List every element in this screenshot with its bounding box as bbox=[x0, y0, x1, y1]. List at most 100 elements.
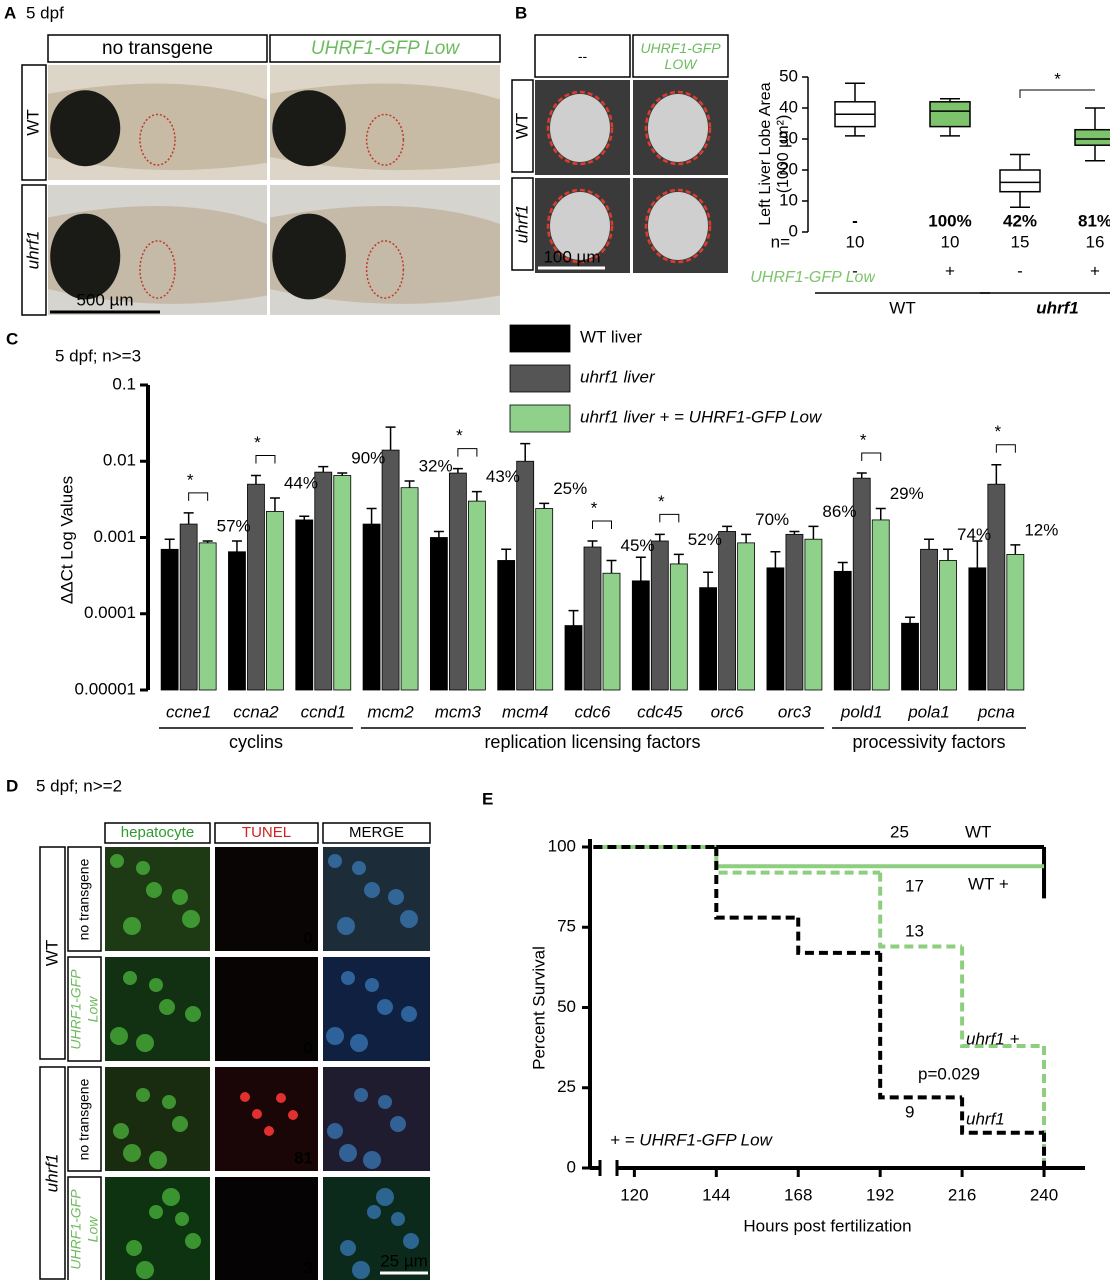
percent-label: 44% bbox=[284, 473, 318, 492]
row-header-box bbox=[67, 1176, 102, 1280]
tunel-count: 0 bbox=[304, 1038, 313, 1057]
label-box: UHRF1-GFP Low bbox=[68, 969, 100, 1049]
significance-bracket bbox=[861, 452, 882, 462]
percent-label: 100% bbox=[928, 211, 971, 230]
bar bbox=[968, 567, 987, 691]
cell bbox=[113, 1123, 129, 1139]
survival-step bbox=[714, 847, 1045, 869]
label-box: cyclins bbox=[229, 732, 283, 752]
cell bbox=[123, 1144, 141, 1162]
x-tick-label: mcm2 bbox=[367, 702, 414, 721]
column-header: -- bbox=[577, 47, 588, 64]
significance-star: * bbox=[1054, 69, 1061, 88]
group-header-box bbox=[39, 846, 66, 1060]
column-header-box bbox=[322, 822, 431, 844]
cell bbox=[363, 1151, 381, 1169]
column-header: MERGE bbox=[348, 824, 404, 842]
cell bbox=[185, 1233, 201, 1249]
n-value: 10 bbox=[941, 232, 960, 251]
bar bbox=[160, 548, 179, 691]
y-tick-label: 30 bbox=[779, 128, 798, 147]
error-bar bbox=[231, 540, 242, 552]
scale-bar-label: 100 µm bbox=[543, 247, 600, 266]
cell bbox=[378, 1095, 392, 1109]
cell bbox=[126, 1240, 142, 1256]
group-header-box bbox=[39, 1066, 66, 1280]
cell bbox=[136, 1088, 150, 1102]
liver-outline bbox=[644, 90, 712, 166]
n-label: n= bbox=[771, 232, 790, 251]
label-box: processivity factors bbox=[853, 732, 1006, 752]
cell bbox=[182, 910, 200, 928]
error-bar bbox=[433, 530, 444, 538]
n-value: 10 bbox=[846, 232, 865, 251]
significance-bracket bbox=[457, 448, 478, 457]
error-bar bbox=[568, 609, 579, 626]
bar bbox=[785, 533, 804, 691]
label-box: -- bbox=[577, 47, 588, 64]
error-bar bbox=[905, 616, 916, 624]
percent-label: - bbox=[852, 211, 858, 230]
bar bbox=[871, 519, 890, 691]
cell bbox=[172, 1116, 188, 1132]
legend-label: WT liver bbox=[580, 327, 642, 346]
bar bbox=[333, 475, 352, 691]
error-bar bbox=[250, 474, 261, 485]
significance-star: * bbox=[254, 433, 261, 452]
larva-eye bbox=[272, 213, 346, 300]
cell bbox=[172, 889, 188, 905]
transgene-label: UHRF1-GFP Low bbox=[750, 268, 875, 286]
error-bar bbox=[587, 540, 598, 548]
survival-step bbox=[714, 847, 799, 920]
percent-label: 74% bbox=[957, 525, 991, 544]
liver-outline bbox=[139, 113, 176, 166]
row-header-box bbox=[21, 64, 47, 181]
percent-label: 43% bbox=[486, 467, 520, 486]
x-tick-label: cdc45 bbox=[637, 702, 683, 721]
transgene-sign: - bbox=[1017, 261, 1023, 280]
survival-step bbox=[796, 917, 881, 955]
cell bbox=[327, 1123, 343, 1139]
y-tick-label: 0.0001 bbox=[84, 603, 136, 622]
legend-swatch bbox=[509, 324, 571, 353]
cell bbox=[341, 971, 355, 985]
y-tick-label: 50 bbox=[779, 66, 798, 85]
series-label: uhrf1 bbox=[966, 1109, 1005, 1128]
bar bbox=[833, 570, 852, 691]
cell bbox=[390, 1116, 406, 1132]
bar bbox=[987, 483, 1006, 691]
cell bbox=[162, 1188, 180, 1206]
bar bbox=[920, 548, 938, 691]
error-bar bbox=[269, 497, 280, 512]
panel-label: E bbox=[482, 789, 493, 808]
cell bbox=[123, 917, 141, 935]
label-box: UHRF1-GFP LOW bbox=[640, 40, 720, 72]
label-box: MERGE bbox=[348, 824, 404, 842]
cell bbox=[136, 861, 150, 875]
cell bbox=[401, 1006, 417, 1022]
larva-eye bbox=[272, 90, 346, 167]
y-tick-label: 0.00001 bbox=[75, 679, 136, 698]
column-header: TUNEL bbox=[241, 824, 292, 842]
y-tick-label: 100 bbox=[548, 836, 576, 855]
liver-outline bbox=[139, 240, 176, 299]
scale-bar-label: 25 µm bbox=[380, 1251, 428, 1270]
significance-bracket bbox=[255, 455, 276, 464]
bar bbox=[400, 487, 419, 691]
bar bbox=[516, 460, 535, 691]
percent-label: 52% bbox=[688, 530, 722, 549]
significance-star: * bbox=[187, 470, 194, 489]
series-label: uhrf1 + bbox=[966, 1029, 1019, 1048]
error-bar bbox=[837, 561, 848, 572]
bar bbox=[429, 537, 448, 691]
significance-star: * bbox=[658, 492, 665, 511]
y-tick-label: 0.1 bbox=[112, 374, 136, 393]
bar bbox=[939, 560, 957, 691]
larva-eye bbox=[50, 213, 121, 300]
label-box: UHRF1-GFP Low bbox=[311, 38, 459, 59]
survival-step bbox=[878, 872, 963, 949]
liver-signal bbox=[550, 94, 610, 162]
liver-signal bbox=[648, 94, 708, 162]
y-tick-label: 25 bbox=[557, 1077, 576, 1096]
series-n: 13 bbox=[905, 921, 924, 940]
